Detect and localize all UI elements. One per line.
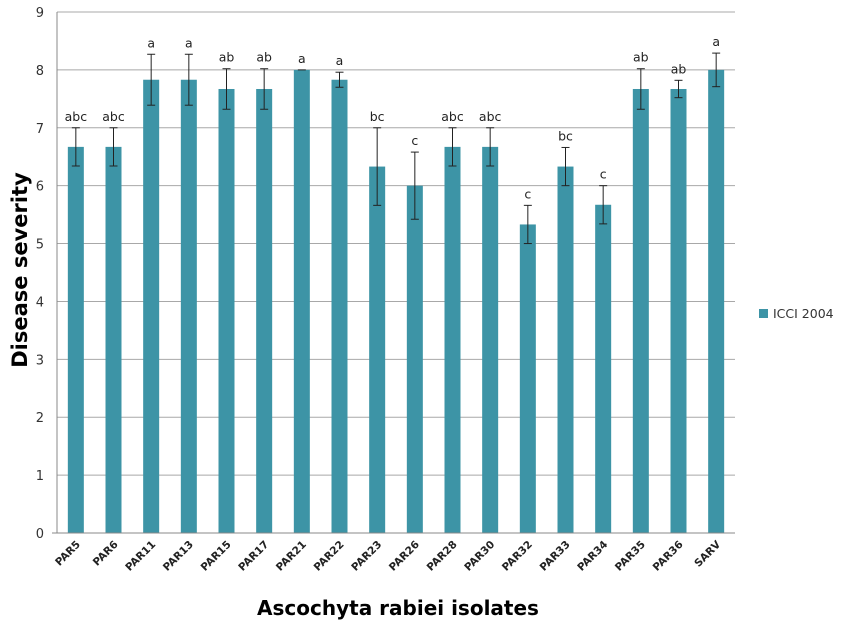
- significance-label: ab: [256, 50, 272, 65]
- y-tick-label: 4: [36, 295, 44, 310]
- bar-par33: [557, 166, 574, 533]
- y-axis-title: Disease severity: [8, 172, 32, 368]
- significance-label: bc: [558, 128, 573, 143]
- y-tick-label: 9: [36, 6, 44, 21]
- x-tick-label: PAR13: [161, 539, 196, 574]
- y-tick-label: 5: [36, 238, 44, 253]
- y-tick-label: 0: [36, 527, 44, 542]
- significance-label: a: [712, 34, 720, 49]
- error-bars: [71, 52, 721, 245]
- x-tick-label: PAR22: [312, 539, 347, 574]
- bar-par32: [519, 224, 536, 534]
- y-tick-label: 6: [36, 180, 44, 195]
- significance-label: a: [185, 35, 193, 50]
- x-tick-label: PAR26: [387, 539, 422, 574]
- bar-par6: [105, 146, 122, 533]
- significance-label: c: [411, 133, 418, 148]
- significance-label: ab: [671, 61, 687, 76]
- legend-swatch: [759, 309, 768, 318]
- x-tick-label: PAR15: [199, 539, 234, 574]
- bar-par35: [632, 88, 649, 534]
- x-tick-label: PAR36: [651, 539, 686, 574]
- bar-par22: [331, 79, 348, 533]
- x-tick-label: PAR17: [236, 539, 271, 574]
- x-tick-label: PAR33: [538, 539, 573, 574]
- legend: ICCI 2004: [759, 306, 834, 321]
- x-axis-title: Ascochyta rabiei isolates: [257, 596, 539, 620]
- y-tick-label: 3: [36, 353, 44, 368]
- x-tick-label: PAR11: [123, 539, 158, 574]
- x-tick-label: PAR32: [500, 539, 535, 574]
- x-tick-label: PAR6: [91, 539, 121, 569]
- significance-label: a: [336, 53, 344, 68]
- x-tick-label: PAR35: [613, 539, 648, 574]
- significance-label: abc: [65, 109, 88, 124]
- legend-label: ICCI 2004: [773, 306, 834, 321]
- y-tick-label: 1: [36, 469, 44, 484]
- significance-label: a: [298, 51, 306, 66]
- significance-label: bc: [370, 109, 385, 124]
- bar-par21: [293, 69, 310, 533]
- bar-par30: [482, 146, 499, 533]
- significance-label: ab: [633, 50, 649, 65]
- x-tick-labels: PAR5 PAR6 PAR11 PAR13 PAR15 PAR17 PAR21 PAR22 PA…: [53, 538, 724, 574]
- bar-sarv: [708, 69, 725, 533]
- bar-par28: [444, 146, 461, 533]
- x-tick-label: PAR30: [462, 539, 497, 574]
- grid-lines: [57, 11, 735, 476]
- significance-label: ab: [219, 50, 235, 65]
- significance-label: abc: [102, 109, 125, 124]
- x-tick-label: PAR34: [575, 539, 610, 574]
- bar-par17: [256, 88, 273, 534]
- x-tick-label: SARV: [692, 538, 724, 570]
- x-tick-label: PAR21: [274, 539, 309, 574]
- bars: [67, 69, 725, 534]
- significance-label: c: [524, 186, 531, 201]
- bar-par36: [670, 88, 687, 534]
- x-tick-label: PAR28: [425, 539, 460, 574]
- bar-par5: [67, 146, 84, 533]
- x-tick-label: PAR5: [53, 539, 83, 569]
- y-tick-labels: 0 1 2 3 4 5 6 7 8 9: [36, 6, 44, 542]
- y-tick-label: 8: [36, 64, 44, 79]
- y-tick-label: 7: [36, 122, 44, 137]
- significance-label: abc: [479, 109, 502, 124]
- bar-par23: [369, 166, 386, 533]
- y-tick-label: 2: [36, 411, 44, 426]
- bar-par34: [595, 204, 612, 533]
- bar-par11: [143, 79, 160, 533]
- significance-label: a: [147, 35, 155, 50]
- x-tick-label: PAR23: [349, 539, 384, 574]
- bar-par13: [180, 79, 197, 533]
- bar-par26: [406, 185, 423, 533]
- bar-par15: [218, 88, 235, 534]
- significance-label: abc: [441, 109, 464, 124]
- significance-label: c: [600, 167, 607, 182]
